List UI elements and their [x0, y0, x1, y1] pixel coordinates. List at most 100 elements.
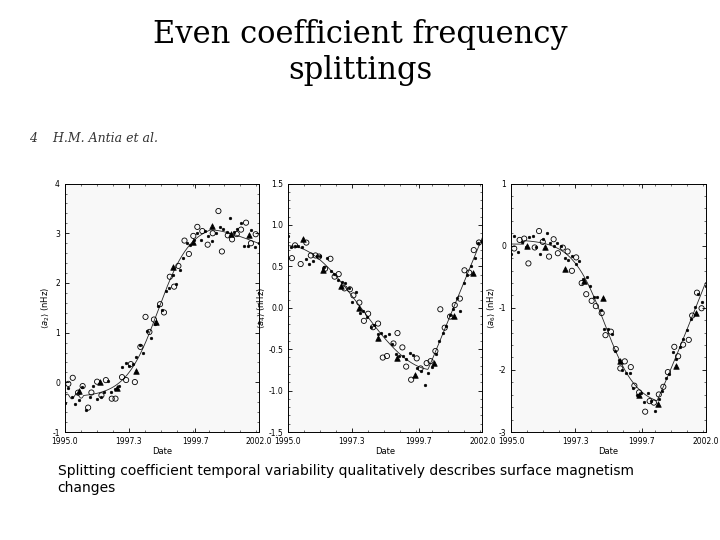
Point [179, 237, 190, 245]
Point [196, 236, 207, 245]
Point [170, 280, 181, 288]
Point [400, 362, 412, 371]
Point [145, 334, 156, 342]
Point [628, 384, 639, 393]
Point [469, 253, 480, 262]
Point [580, 290, 592, 299]
Point [168, 282, 180, 291]
Point [621, 368, 632, 377]
Point [653, 390, 665, 399]
Point [138, 349, 149, 357]
Point [307, 256, 318, 265]
Point [451, 294, 463, 302]
Point [444, 311, 456, 320]
Point [662, 368, 674, 376]
Point [549, 241, 560, 250]
Point [127, 360, 139, 369]
Point [649, 407, 661, 415]
Point [226, 235, 238, 244]
Point [238, 242, 250, 251]
Point [615, 364, 626, 373]
Point [91, 394, 102, 403]
Point [567, 252, 578, 260]
Point [521, 241, 533, 250]
Point [149, 320, 161, 328]
Point [140, 313, 151, 321]
Point [372, 319, 384, 328]
Point [598, 325, 610, 333]
Point [98, 388, 109, 396]
Point [614, 357, 626, 366]
Point [576, 279, 588, 287]
Point [189, 236, 200, 245]
Point [160, 287, 171, 296]
Point [81, 406, 92, 415]
Point [459, 266, 470, 275]
Point [690, 308, 702, 317]
Point [616, 365, 628, 374]
Point [59, 399, 71, 408]
Point [672, 352, 684, 361]
Point [652, 400, 664, 408]
Point [100, 376, 112, 384]
Point [339, 279, 351, 287]
Point [243, 231, 255, 240]
Point [682, 326, 693, 335]
Point [468, 246, 480, 254]
Point [405, 375, 417, 384]
Point [177, 254, 189, 262]
Point [657, 382, 669, 391]
Point [447, 305, 459, 314]
Point [310, 251, 321, 260]
Point [187, 238, 199, 246]
Point [212, 207, 224, 215]
Point [321, 253, 333, 262]
Point [63, 380, 74, 388]
Point [539, 243, 551, 252]
Point [313, 252, 325, 261]
Point [173, 261, 184, 270]
Point [605, 327, 616, 336]
Point [335, 281, 346, 290]
Point [562, 247, 573, 256]
Point [116, 373, 127, 381]
Point [354, 308, 365, 317]
Point [619, 357, 631, 366]
Point [164, 272, 176, 281]
Point [428, 359, 440, 367]
Point [610, 345, 621, 353]
Point [109, 384, 121, 393]
X-axis label: Date: Date [598, 447, 618, 456]
Point [578, 277, 590, 286]
Point [63, 384, 74, 393]
Point [419, 380, 431, 389]
Point [408, 351, 419, 360]
Point [372, 330, 384, 339]
Point [410, 371, 421, 380]
Point [346, 298, 358, 306]
Point [544, 252, 555, 261]
Point [333, 275, 344, 284]
Point [351, 288, 362, 296]
Point [192, 229, 203, 238]
Point [246, 225, 257, 234]
Point [135, 340, 146, 349]
Point [678, 340, 689, 349]
Point [660, 374, 672, 382]
Point [348, 291, 359, 300]
Point [207, 229, 218, 238]
Text: Even coefficient frequency
splittings: Even coefficient frequency splittings [153, 19, 567, 86]
Point [421, 359, 433, 367]
Point [102, 376, 114, 385]
Point [367, 323, 379, 332]
Point [606, 329, 618, 338]
Point [454, 294, 466, 303]
Point [393, 352, 405, 360]
Point [529, 243, 541, 252]
Point [464, 268, 475, 277]
Point [390, 350, 402, 359]
Point [696, 304, 707, 313]
Point [505, 250, 517, 259]
Point [595, 306, 607, 314]
Point [559, 254, 571, 262]
